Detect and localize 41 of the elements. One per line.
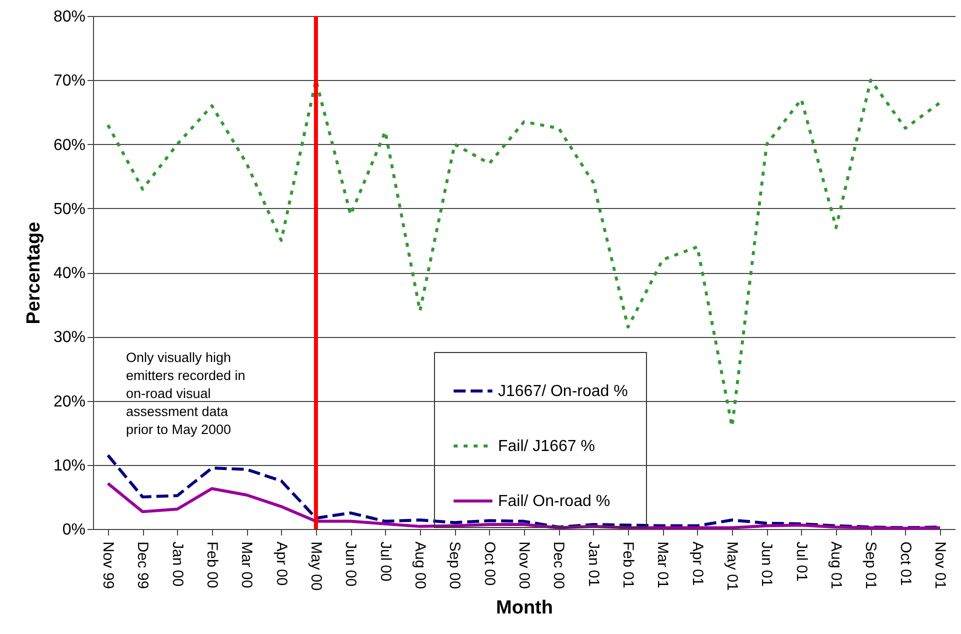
x-tick-label: Sep 00 <box>446 542 464 590</box>
x-tick-label: May 00 <box>307 542 324 591</box>
x-tick-label: Aug 00 <box>411 542 428 590</box>
x-tick-label: Nov 99 <box>99 542 116 590</box>
y-tick-label: 20% <box>53 393 86 410</box>
legend-label: Fail/ On-road % <box>498 493 610 510</box>
legend-label: J1667/ On-road % <box>498 383 628 400</box>
x-tick-label: Dec 00 <box>550 542 568 590</box>
y-tick-label: 30% <box>53 329 86 346</box>
y-tick-label: 60% <box>53 136 86 154</box>
x-tick-label: Feb 00 <box>203 542 220 588</box>
y-tick-label: 10% <box>53 457 86 474</box>
x-tick-label: Jan 00 <box>168 542 186 587</box>
y-axis-title: Percentage <box>23 222 44 324</box>
legend-label: Fail/ J1667 % <box>498 438 595 455</box>
x-tick-label: Jul 00 <box>376 542 394 582</box>
x-tick-label: Apr 01 <box>688 542 706 586</box>
x-tick-label: Mar 01 <box>654 542 672 588</box>
x-tick-label: Jun 01 <box>758 542 776 587</box>
x-tick-label: Dec 99 <box>134 542 152 590</box>
x-tick-label: Nov 00 <box>516 542 532 590</box>
x-tick-label: Mar 00 <box>238 542 256 588</box>
annotation: Only visually high emitters recorded in on-road visual assessment data prior to May 2000 <box>126 350 246 437</box>
x-tick-label: Jan 01 <box>584 542 602 587</box>
x-tick-label: Aug 01 <box>828 542 845 590</box>
y-tick-label: 0% <box>62 522 86 538</box>
x-tick-label: Oct 00 <box>480 542 498 586</box>
x-tick-label: Oct 01 <box>896 542 914 586</box>
y-tick-label: 40% <box>53 265 86 282</box>
x-tick-label: Feb 01 <box>620 542 637 588</box>
x-tick-label: Jun 00 <box>342 542 360 587</box>
y-tick-label: 70% <box>53 72 86 90</box>
x-tick-label: May 01 <box>724 542 741 591</box>
y-tick-label: 50% <box>53 200 86 218</box>
x-tick-label: Jul 01 <box>792 542 810 582</box>
line-series <box>106 482 942 530</box>
x-tick-label: Sep 01 <box>862 542 880 590</box>
x-tick-label: Nov 01 <box>932 542 949 590</box>
x-axis-title: Month <box>496 598 553 619</box>
y-tick-label: 80% <box>53 8 86 26</box>
x-tick-label: Apr 00 <box>272 542 290 586</box>
